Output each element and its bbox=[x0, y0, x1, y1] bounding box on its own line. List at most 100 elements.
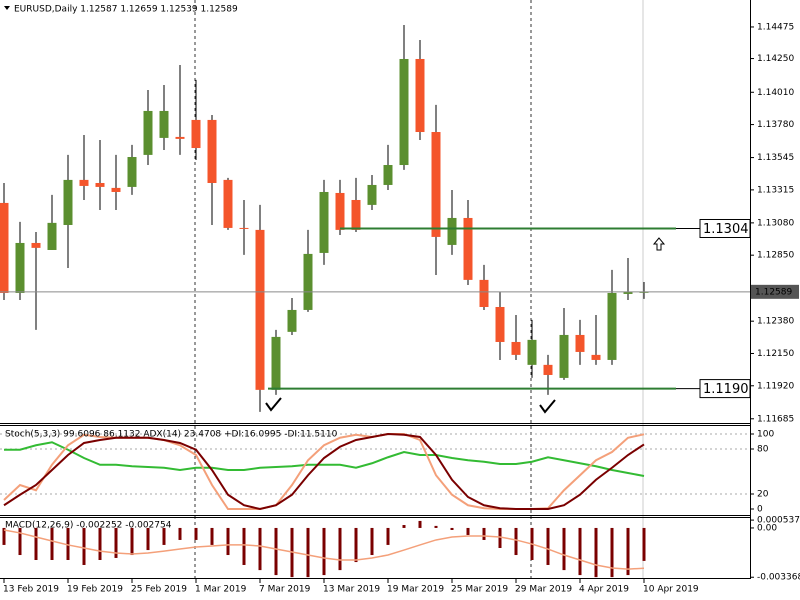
layout-lines bbox=[194, 0, 644, 578]
macd-bar bbox=[562, 527, 566, 571]
candle-body bbox=[415, 58, 425, 133]
last-price-box bbox=[751, 284, 799, 299]
candle-body bbox=[351, 199, 361, 230]
macd-bar bbox=[242, 527, 246, 565]
macd-bar bbox=[34, 527, 38, 560]
candle-body bbox=[303, 253, 313, 310]
candle-body bbox=[431, 132, 441, 237]
level-label-box bbox=[699, 379, 751, 399]
indicator-line bbox=[4, 441, 645, 477]
macd-bar bbox=[178, 527, 182, 540]
candle-body bbox=[159, 110, 169, 138]
candle-body bbox=[383, 165, 393, 185]
y-tick-label: 80 bbox=[757, 445, 769, 455]
macd-bar bbox=[402, 525, 406, 528]
y-tick-label: 100 bbox=[757, 430, 774, 440]
y-tick-label: 1.13315 bbox=[757, 185, 794, 195]
macd-title: MACD(12,26,9) -0.002252 -0.002754 bbox=[5, 521, 172, 531]
indicator-line bbox=[3, 432, 645, 511]
macd-bar bbox=[626, 527, 630, 576]
candle-body bbox=[607, 292, 617, 360]
y-tick-label: 1.14010 bbox=[757, 88, 794, 98]
macd-bar bbox=[194, 527, 198, 540]
candle-body bbox=[111, 187, 121, 192]
x-tick-label: 4 Apr 2019 bbox=[579, 585, 629, 595]
level-label-box bbox=[699, 218, 751, 238]
candle-body bbox=[207, 119, 217, 183]
candle-body bbox=[191, 119, 201, 149]
y-tick-label: 1.14250 bbox=[757, 54, 794, 64]
macd-bar bbox=[18, 527, 22, 556]
macd-bar bbox=[498, 527, 502, 548]
candle-body bbox=[495, 306, 505, 342]
macd-bar bbox=[146, 527, 150, 551]
macd-bar bbox=[434, 525, 438, 528]
macd-bar bbox=[370, 527, 374, 556]
macd-bar bbox=[322, 527, 326, 576]
level-label: 1.1190 bbox=[703, 382, 749, 397]
frames bbox=[0, 0, 751, 579]
level-label: 1.1304 bbox=[703, 222, 749, 237]
macd-bar bbox=[162, 527, 166, 545]
candle-body bbox=[623, 291, 633, 294]
candle-body bbox=[127, 157, 137, 187]
macd-bar bbox=[466, 527, 470, 535]
x-tick-label: 19 Feb 2019 bbox=[67, 585, 123, 595]
candle-body bbox=[367, 184, 377, 205]
candle-body bbox=[79, 179, 89, 186]
candle-body bbox=[447, 217, 457, 245]
x-tick-label: 25 Mar 2019 bbox=[451, 585, 508, 595]
macd-bar bbox=[98, 527, 102, 560]
macd-bar bbox=[82, 527, 86, 565]
candle-body bbox=[527, 339, 537, 365]
macd-bar bbox=[306, 527, 310, 578]
candle-body bbox=[287, 309, 297, 332]
macd-bar bbox=[642, 527, 646, 561]
candle-body bbox=[95, 182, 105, 187]
candle-body bbox=[223, 179, 233, 228]
x-tick-label: 29 Mar 2019 bbox=[515, 585, 572, 595]
candle-body bbox=[175, 136, 185, 139]
menu-triangle[interactable] bbox=[4, 6, 10, 10]
y-tick-label: 1.14475 bbox=[757, 22, 794, 32]
y-tick-label: 1.12150 bbox=[757, 349, 794, 359]
candle-body bbox=[31, 242, 41, 248]
y-tick-label: 1.13780 bbox=[757, 120, 794, 130]
macd-bar bbox=[482, 527, 486, 540]
y-tick-label: 20 bbox=[757, 490, 769, 500]
candle-body bbox=[143, 110, 153, 155]
y-tick-label: 0 bbox=[757, 505, 763, 515]
candle-body bbox=[511, 341, 521, 355]
macd-bar bbox=[66, 527, 70, 560]
y-tick-label: 0.00 bbox=[757, 523, 777, 533]
x-tick-label: 25 Feb 2019 bbox=[131, 585, 187, 595]
y-tick-label: 1.11920 bbox=[757, 381, 794, 391]
candle-body bbox=[239, 227, 249, 229]
macd-bar bbox=[226, 527, 230, 556]
macd-bar bbox=[2, 527, 6, 545]
macd-bar bbox=[450, 527, 454, 530]
macd-bar bbox=[114, 527, 118, 558]
y-tick-label: 1.13545 bbox=[757, 153, 794, 163]
y-tick-label: 1.11685 bbox=[757, 414, 794, 424]
candle-body bbox=[255, 229, 265, 390]
macd-bar bbox=[386, 527, 390, 545]
macd-bar bbox=[418, 520, 422, 528]
y-tick-label: 1.12850 bbox=[757, 251, 794, 261]
x-tick-label: 1 Mar 2019 bbox=[195, 585, 247, 595]
candle-body bbox=[63, 179, 73, 225]
macd-bar bbox=[578, 527, 582, 576]
macd-bar bbox=[274, 527, 278, 576]
macd-bar bbox=[258, 527, 262, 571]
candle-body bbox=[271, 336, 281, 390]
x-tick-label: 7 Mar 2019 bbox=[259, 585, 311, 595]
x-tick-label: 10 Apr 2019 bbox=[643, 585, 699, 595]
macd-bar bbox=[338, 527, 342, 571]
macd-bar bbox=[514, 527, 518, 556]
y-tick-label: 1.12380 bbox=[757, 317, 794, 327]
x-tick-label: 13 Mar 2019 bbox=[323, 585, 380, 595]
candle-body bbox=[335, 192, 345, 230]
plot-layer bbox=[0, 24, 750, 578]
x-tick-label: 13 Feb 2019 bbox=[3, 585, 59, 595]
